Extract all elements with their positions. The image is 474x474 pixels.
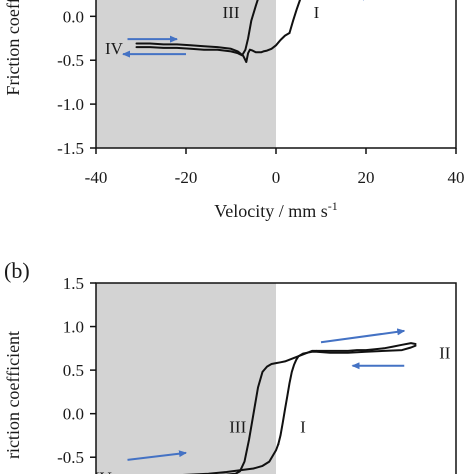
plot-frame (95, 282, 457, 474)
friction-curve-segment (277, 344, 417, 446)
x-tick-label: -20 (175, 168, 198, 187)
region-label: II (439, 344, 451, 363)
panel-a: -1.5 -1.0 -0.5 0.0 -40 -20 0 20 40 Velocity / mm … (3, 0, 465, 221)
shaded-region (96, 0, 276, 148)
friction-curve-segment (182, 443, 280, 474)
y-tick-label: 1.0 (63, 318, 84, 337)
region-label: I (300, 418, 306, 437)
x-tick-label: 20 (358, 168, 375, 187)
friction-curve-segment (288, 0, 302, 34)
y-tick-label: 0.0 (63, 7, 84, 26)
y-tick-label: -1.0 (57, 95, 84, 114)
friction-curve-segment (135, 0, 259, 56)
region-label: IV (105, 39, 124, 58)
region-label: IV (94, 468, 113, 474)
panel-label: (b) (4, 258, 30, 283)
x-axis-title: Velocity / mm s-1 (214, 199, 338, 221)
direction-arrow (127, 450, 187, 461)
y-axis-title: riction coefficient (3, 331, 23, 459)
y-tick-label: -0.5 (57, 51, 84, 70)
x-axis-title-text: Velocity / mm s (214, 201, 328, 221)
x-tick-label: -40 (85, 168, 108, 187)
x-axis-title-superscript: -1 (328, 199, 338, 213)
x-tick-label: 0 (272, 168, 281, 187)
y-tick-label: 0.5 (63, 361, 84, 380)
region-label: III (223, 3, 240, 22)
panel-b: 1.5 1.0 0.5 0.0 -0.5 riction coefficient (b) IV… (3, 258, 457, 474)
x-tick-label: 40 (448, 168, 465, 187)
region-label: I (314, 3, 320, 22)
region-label: III (229, 418, 246, 437)
shaded-region (96, 283, 276, 474)
friction-curve-segment (315, 342, 417, 352)
y-tick-label: 1.5 (63, 274, 84, 293)
y-tick-label: -1.5 (57, 139, 84, 158)
y-axis-title: Friction coeffic (3, 0, 23, 96)
friction-curve-segment (135, 32, 291, 63)
y-tick-label: 0.0 (63, 405, 84, 424)
y-tick-label: -0.5 (57, 448, 84, 467)
direction-arrow (320, 328, 406, 344)
